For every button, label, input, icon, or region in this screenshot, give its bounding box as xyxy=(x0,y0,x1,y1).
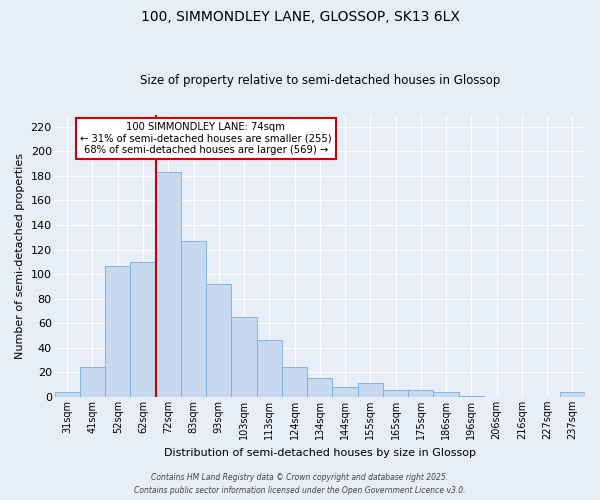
Bar xyxy=(358,384,383,397)
Bar xyxy=(459,396,484,397)
Bar xyxy=(206,284,232,397)
Bar xyxy=(433,392,459,397)
Bar xyxy=(282,368,307,397)
Bar xyxy=(560,392,585,397)
Text: Contains HM Land Registry data © Crown copyright and database right 2025.
Contai: Contains HM Land Registry data © Crown c… xyxy=(134,474,466,495)
Text: 100 SIMMONDLEY LANE: 74sqm
← 31% of semi-detached houses are smaller (255)
68% o: 100 SIMMONDLEY LANE: 74sqm ← 31% of semi… xyxy=(80,122,332,155)
Bar xyxy=(232,317,257,397)
Bar xyxy=(408,390,433,397)
Bar xyxy=(383,390,408,397)
Y-axis label: Number of semi-detached properties: Number of semi-detached properties xyxy=(15,152,25,358)
Title: Size of property relative to semi-detached houses in Glossop: Size of property relative to semi-detach… xyxy=(140,74,500,87)
Bar xyxy=(155,172,181,397)
Bar xyxy=(181,241,206,397)
Bar xyxy=(307,378,332,397)
X-axis label: Distribution of semi-detached houses by size in Glossop: Distribution of semi-detached houses by … xyxy=(164,448,476,458)
Bar xyxy=(332,387,358,397)
Bar xyxy=(80,368,105,397)
Text: 100, SIMMONDLEY LANE, GLOSSOP, SK13 6LX: 100, SIMMONDLEY LANE, GLOSSOP, SK13 6LX xyxy=(140,10,460,24)
Bar xyxy=(257,340,282,397)
Bar xyxy=(55,392,80,397)
Bar xyxy=(105,266,130,397)
Bar xyxy=(130,262,155,397)
